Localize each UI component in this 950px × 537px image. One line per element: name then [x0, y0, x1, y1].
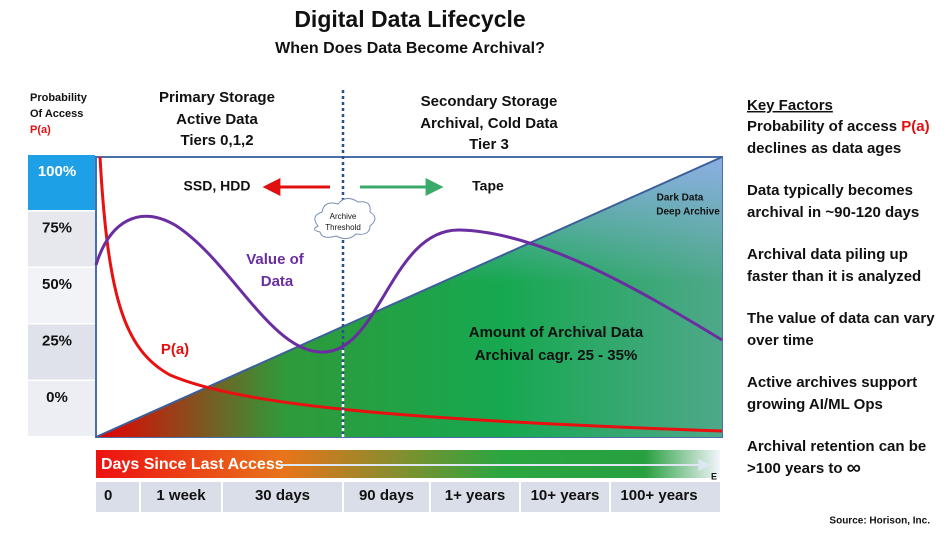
eol-letter: E	[711, 471, 717, 481]
key-factor-line: faster than it is analyzed	[747, 268, 921, 285]
key-factor-line: over time	[747, 332, 814, 349]
key-factor-line: Archival retention can be	[747, 438, 926, 455]
key-factor-text: over time	[747, 332, 814, 349]
value-curve	[94, 214, 723, 354]
tick-box	[28, 268, 95, 323]
key-factor-line: Data typically becomes	[747, 182, 913, 199]
key-factor-line: The value of data can vary	[747, 310, 935, 327]
key-factor-text: Active archives support	[747, 374, 917, 391]
annotation: Amount of Archival Data	[469, 324, 644, 341]
key-factor-text: Data typically becomes	[747, 182, 913, 199]
region-label: Active Data	[176, 111, 258, 128]
subtitle: When Does Data Become Archival?	[275, 40, 545, 57]
key-factor-line: Archival data piling up	[747, 246, 908, 263]
threshold-cloud	[314, 198, 376, 240]
title: Digital Data Lifecycle	[294, 6, 525, 32]
key-factor-symbol: ∞	[847, 457, 861, 479]
axis-label: Of Access	[30, 108, 83, 120]
key-factor-text: Archival data piling up	[747, 246, 908, 263]
tick-label: 50%	[42, 276, 72, 293]
key-factor-line: archival in ~90-120 days	[747, 204, 919, 221]
time-label: 90 days	[359, 487, 414, 504]
key-factor-line: >100 years to ∞	[747, 457, 861, 479]
media-label: SSD, HDD	[184, 178, 251, 194]
tick-label: 100%	[38, 163, 76, 180]
key-factor-text: Probability of access	[747, 118, 897, 135]
annotation: Archival cagr. 25 - 35%	[475, 347, 638, 364]
tick-box	[28, 381, 95, 436]
axis-symbol: P(a)	[30, 124, 51, 136]
tick-label: 75%	[42, 219, 72, 236]
time-label: 0	[104, 487, 112, 504]
region-label: Tiers 0,1,2	[180, 132, 253, 149]
key-factor-line: Probability of access P(a)	[747, 118, 930, 135]
key-factor-text: Archival retention can be	[747, 438, 926, 455]
annotation: Dark Data	[657, 193, 704, 204]
archival-edge	[95, 156, 723, 438]
time-label: 100+ years	[620, 487, 697, 504]
region-label: Primary Storage	[159, 89, 275, 106]
time-label: 1 week	[156, 487, 206, 504]
region-label: Secondary Storage	[421, 93, 558, 110]
key-factor-text: growing AI/ML Ops	[747, 396, 883, 413]
threshold-label: Threshold	[325, 223, 361, 232]
tick-box	[28, 155, 95, 210]
key-factor-text: >100 years to	[747, 460, 843, 477]
region-label: Archival, Cold Data	[420, 115, 558, 132]
axis-label: Probability	[30, 92, 88, 104]
key-factor-highlight: P(a)	[901, 118, 929, 135]
media-label: Tape	[472, 178, 504, 194]
annotation: P(a)	[161, 341, 189, 358]
key-factor-text: archival in ~90-120 days	[747, 204, 919, 221]
time-label: 30 days	[255, 487, 310, 504]
time-label: 1+ years	[445, 487, 505, 504]
tick-box	[28, 211, 95, 267]
time-labels-bg	[96, 482, 720, 512]
source: Source: Horison, Inc.	[829, 516, 930, 527]
annotation: Value of	[246, 251, 305, 268]
key-factor-line: Active archives support	[747, 374, 917, 391]
threshold-label: Archive	[330, 212, 357, 221]
tick-label: 25%	[42, 332, 72, 349]
time-bar-title: Days Since Last Access	[101, 456, 284, 473]
key-factor-line: declines as data ages	[747, 140, 901, 157]
key-factor-text: faster than it is analyzed	[747, 268, 921, 285]
key-factor-line: growing AI/ML Ops	[747, 396, 883, 413]
tick-label: 0%	[46, 389, 68, 406]
probability-curve	[98, 156, 723, 433]
tick-box	[28, 324, 95, 380]
key-factor-text: The value of data can vary	[747, 310, 935, 327]
annotation: Data	[261, 273, 294, 290]
key-factors-title: Key Factors	[747, 97, 833, 114]
time-label: 10+ years	[531, 487, 600, 504]
annotation: Deep Archive	[656, 207, 720, 218]
region-label: Tier 3	[469, 136, 509, 153]
key-factor-text: declines as data ages	[747, 140, 901, 157]
